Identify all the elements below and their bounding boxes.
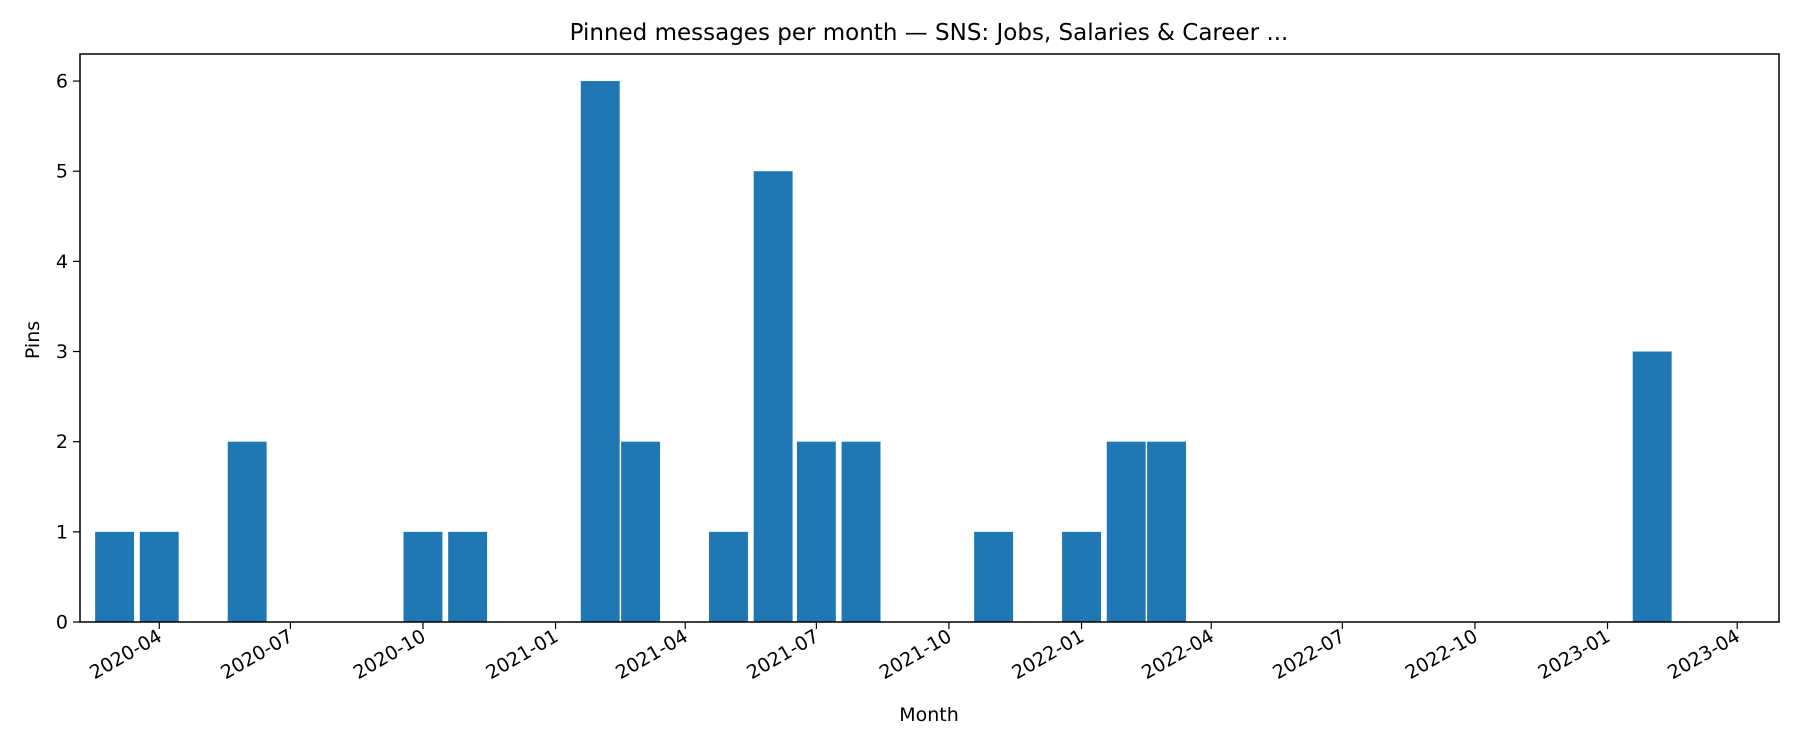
- bar-2020-04: [139, 531, 179, 622]
- x-tick-label: 2020-04: [86, 625, 166, 684]
- bar-2021-03: [621, 441, 661, 622]
- y-axis-label: Pins: [22, 321, 44, 359]
- x-tick-label: 2021-10: [876, 625, 956, 684]
- x-tick-label: 2020-07: [217, 625, 297, 684]
- bar-2022-02: [1106, 441, 1146, 622]
- y-tick-label: 6: [56, 71, 68, 93]
- bar-2021-02: [580, 81, 620, 623]
- x-tick-label: 2022-07: [1269, 625, 1349, 684]
- x-tick-label: 2022-04: [1138, 625, 1218, 684]
- x-tick-label: 2021-07: [743, 625, 823, 684]
- x-tick-label: 2023-04: [1664, 625, 1744, 684]
- bar-2020-11: [448, 531, 488, 622]
- chart-title: Pinned messages per month — SNS: Jobs, S…: [570, 20, 1289, 46]
- x-tick-label: 2022-01: [1008, 625, 1088, 684]
- bar-2022-03: [1147, 441, 1187, 622]
- bar-2020-03: [95, 531, 135, 622]
- y-tick-label: 2: [56, 431, 68, 453]
- y-tick-label: 3: [56, 341, 68, 363]
- y-tick-label: 5: [56, 161, 68, 183]
- x-axis: 2020-04 2020-07 2020-10 2021-01 2021-04 2021-…: [86, 622, 1744, 684]
- bar-2021-08: [841, 441, 881, 622]
- bar-2021-05: [709, 531, 748, 622]
- plot-frame: [79, 53, 1780, 623]
- y-tick-label: 0: [56, 612, 68, 634]
- bar-2021-07: [796, 441, 836, 622]
- bar-2022-01: [1062, 531, 1101, 622]
- y-axis: 0 1 2 3 4 5 6: [56, 71, 80, 634]
- x-tick-label: 2020-10: [350, 625, 430, 684]
- x-tick-label: 2023-01: [1534, 625, 1614, 684]
- x-tick-label: 2021-01: [482, 625, 562, 684]
- bar-2020-10: [403, 531, 443, 622]
- bar-2023-02: [1632, 351, 1672, 622]
- y-tick-label: 4: [56, 251, 68, 273]
- bars: [95, 81, 1672, 623]
- x-axis-label: Month: [899, 704, 959, 726]
- x-tick-label: 2021-04: [612, 625, 692, 684]
- y-tick-label: 1: [56, 521, 68, 543]
- x-tick-label: 2022-10: [1402, 625, 1482, 684]
- bar-2020-06: [227, 441, 267, 622]
- bar-2021-06: [753, 171, 793, 622]
- bar-2021-11: [974, 531, 1014, 622]
